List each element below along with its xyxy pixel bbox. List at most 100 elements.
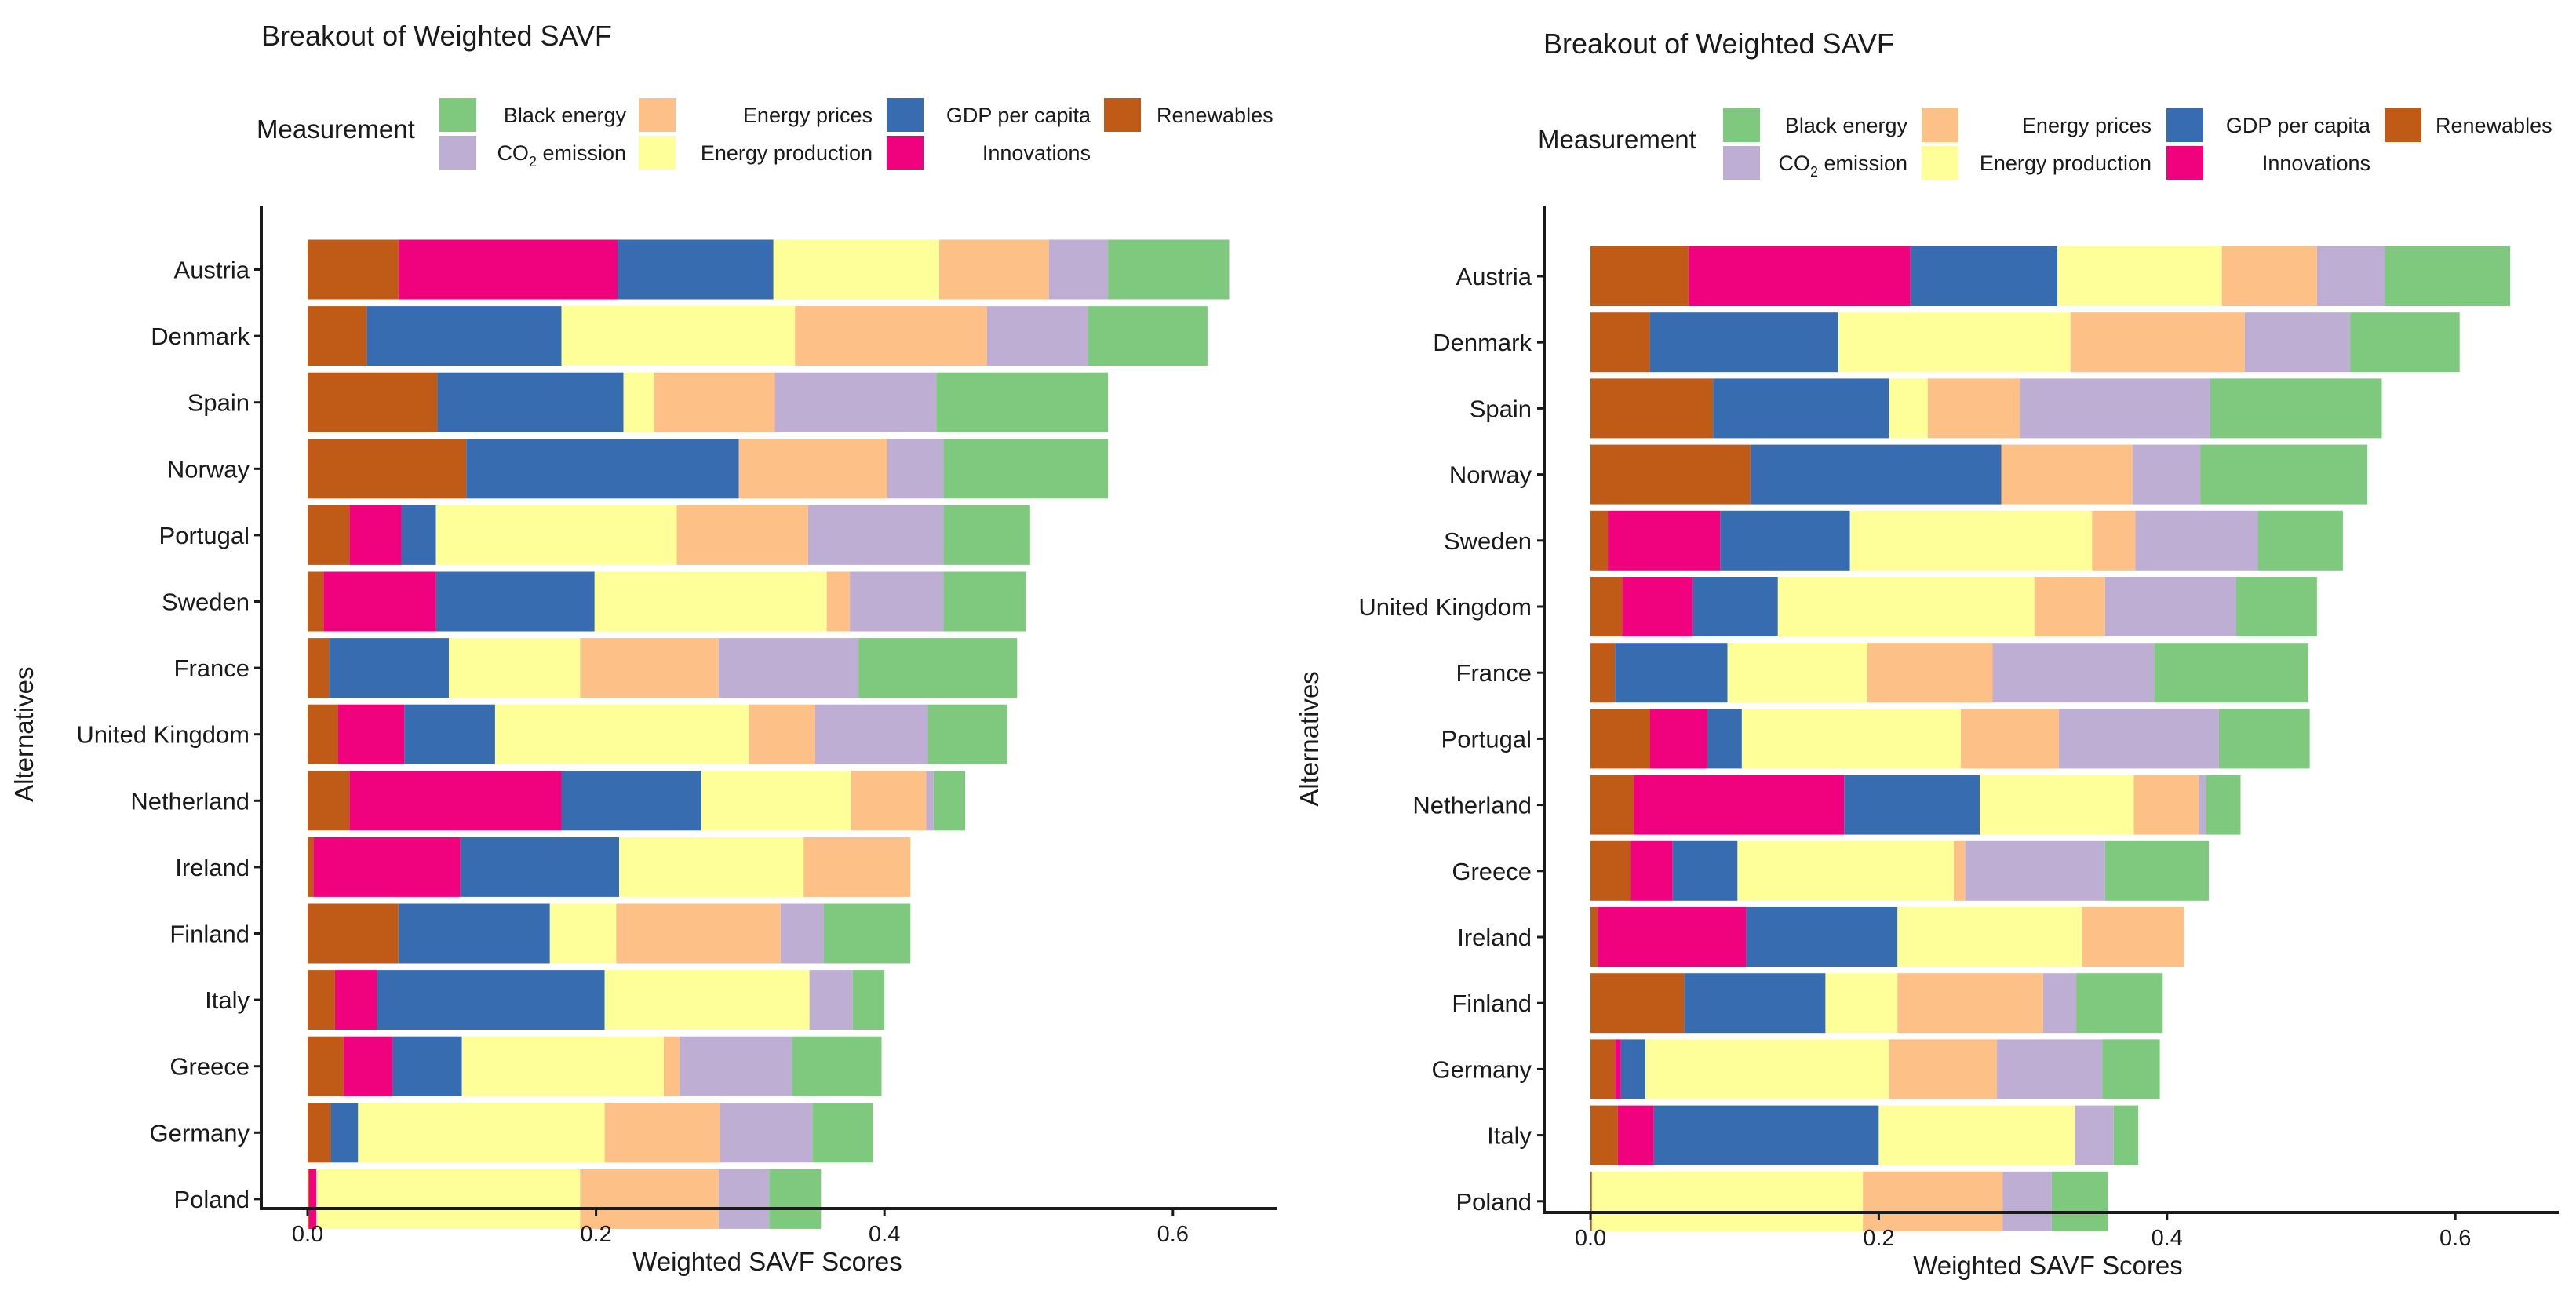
chart-left-bars <box>308 239 1230 1229</box>
chart-right-y-tick-label-austria: Austria <box>1456 263 1532 290</box>
chart-right-bar-spain-energy-prices <box>1927 378 2020 439</box>
chart-right-legend-swatch-co2-emission <box>1723 146 1760 180</box>
chart-right-bar-spain-co2-emission <box>2020 378 2210 439</box>
chart-left-bar-poland-black-energy <box>769 1169 822 1229</box>
chart-right-y-tick-label-netherland: Netherland <box>1412 792 1532 819</box>
chart-right-legend-label-co2-emission: CO2 emission <box>1778 151 1907 180</box>
chart-right-bar-france-co2-emission <box>1992 643 2155 703</box>
chart-left-bar-portugal-gdp-per-capita <box>401 505 436 565</box>
chart-right-x-tick-label-0-0: 0.0 <box>1575 1226 1606 1251</box>
chart-right-bar-germany-black-energy <box>2102 1039 2160 1099</box>
chart-right-bar-ireland-energy-production <box>1897 907 2082 967</box>
chart-left-bar-ireland-energy-prices <box>803 837 911 897</box>
chart-right-bar-poland-energy-production <box>1591 1171 1864 1231</box>
chart-left-bar-united-kingdom-gdp-per-capita <box>404 704 495 764</box>
chart-right-bar-denmark-gdp-per-capita <box>1649 312 1838 373</box>
chart-left-bar-portugal-energy-production <box>435 505 677 565</box>
chart-left-bar-greece-gdp-per-capita <box>392 1036 462 1096</box>
chart-right-bar-portugal-co2-emission <box>2059 709 2219 769</box>
chart-right-bar-finland-energy-production <box>1825 973 1898 1034</box>
chart-left-bar-portugal-black-energy <box>943 505 1030 565</box>
chart-right-bar-netherland-co2-emission <box>2199 775 2206 835</box>
chart-right-bar-norway-energy-prices <box>2001 444 2133 505</box>
chart-left-bar-germany-co2-emission <box>720 1103 813 1163</box>
chart-right-bar-sweden-co2-emission <box>2135 510 2258 571</box>
chart-right-bar-germany-co2-emission <box>1997 1039 2103 1099</box>
chart-left-legend-label-energy-prices: Energy prices <box>743 104 873 127</box>
chart-right-y-tick-label-france: France <box>1456 659 1532 687</box>
chart-left-y-tick-label-austria: Austria <box>174 257 250 284</box>
chart-right-bar-united-kingdom-energy-prices <box>2034 577 2105 636</box>
chart-left-bar-denmark-co2-emission <box>986 306 1088 366</box>
chart-right-bar-italy-innovations <box>1617 1105 1654 1165</box>
chart-left-legend-label-innovations: Innovations <box>982 141 1091 165</box>
chart-left-legend-swatch-energy-production <box>639 136 676 170</box>
chart-right-bar-finland-energy-prices <box>1897 973 2043 1034</box>
chart-left-x-axis-label: Weighted SAVF Scores <box>632 1247 902 1276</box>
chart-left-x-tick-label-0-2: 0.2 <box>580 1222 611 1247</box>
chart-right-bar-denmark-renewables <box>1590 312 1650 373</box>
chart-left-bar-finland-gdp-per-capita <box>398 903 550 964</box>
chart-left-bar-denmark-black-energy <box>1088 306 1208 366</box>
chart-left-legend-label-gdp-per-capita: GDP per capita <box>946 104 1091 127</box>
chart-right-y-tick-label-germany: Germany <box>1432 1056 1532 1083</box>
chart-right-bar-germany-energy-production <box>1645 1039 1889 1099</box>
chart-left-bar-norway-energy-prices <box>738 439 887 499</box>
chart-right-bar-norway-co2-emission <box>2132 444 2201 505</box>
chart-right-bar-austria-co2-emission <box>2316 246 2385 306</box>
chart-left-bar-france-renewables <box>308 638 330 698</box>
chart-right-bar-sweden-energy-production <box>1849 510 2093 571</box>
chart-right-legend-swatch-innovations <box>2166 146 2203 180</box>
chart-right-bar-italy-co2-emission <box>2075 1105 2114 1165</box>
chart-right-legend-label-gdp-per-capita: GDP per capita <box>2226 114 2371 137</box>
chart-left-bar-denmark-gdp-per-capita <box>366 306 562 366</box>
chart-right-bar-portugal-innovations <box>1649 709 1707 769</box>
chart-left-legend-label-co2-emission: CO2 emission <box>497 141 626 170</box>
chart-right-bar-denmark-black-energy <box>2350 312 2460 373</box>
chart-left-bar-united-kingdom-black-energy <box>927 704 1007 764</box>
chart-right-bar-germany-energy-prices <box>1889 1039 1998 1099</box>
chart-left-bar-finland-energy-production <box>549 903 617 964</box>
chart-right-bar-poland-black-energy <box>2051 1171 2108 1231</box>
chart-right-y-tick-label-denmark: Denmark <box>1433 329 1532 356</box>
chart-right-legend-swatch-black-energy <box>1723 108 1760 142</box>
chart-right-bar-austria-energy-production <box>2057 246 2222 306</box>
chart-left-x-tick-label-0-6: 0.6 <box>1157 1222 1189 1247</box>
chart-right-y-tick-label-ireland: Ireland <box>1457 924 1532 951</box>
chart-left-bar-netherland-gdp-per-capita <box>561 771 701 831</box>
chart-left-y-tick-label-greece: Greece <box>169 1053 250 1081</box>
chart-right-bar-portugal-renewables <box>1590 709 1650 769</box>
chart-left-x-tick-label-0-4: 0.4 <box>869 1222 900 1247</box>
chart-left-bar-italy-energy-production <box>604 970 810 1030</box>
chart-right-bar-denmark-energy-production <box>1838 312 2071 373</box>
chart-right-bar-spain-renewables <box>1590 378 1714 439</box>
chart-right-y-tick-label-greece: Greece <box>1452 858 1532 885</box>
chart-left-y-tick-label-italy: Italy <box>205 986 250 1014</box>
chart-left-y-tick-label-poland: Poland <box>173 1186 250 1213</box>
chart-right-legend-label-renewables: Renewables <box>2436 114 2552 137</box>
chart-right-legend-swatch-energy-prices <box>1922 108 1958 142</box>
chart-left-bar-italy-gdp-per-capita <box>377 970 605 1030</box>
chart-right-bar-finland-renewables <box>1590 973 1685 1034</box>
chart-right-bar-austria-black-energy <box>2385 246 2511 306</box>
chart-right-bar-france-gdp-per-capita <box>1615 643 1728 703</box>
chart-right-bar-greece-energy-production <box>1737 840 1954 901</box>
chart-right-bar-denmark-energy-prices <box>2070 312 2245 373</box>
chart-right-bar-spain-gdp-per-capita <box>1713 378 1889 439</box>
chart-left-y-tick-label-ireland: Ireland <box>175 854 250 881</box>
chart-left-bar-france-energy-production <box>449 638 581 698</box>
chart-left-bar-france-co2-emission <box>718 638 859 698</box>
chart-right-bar-germany-renewables <box>1590 1039 1616 1099</box>
chart-right-bar-ireland-renewables <box>1590 907 1598 967</box>
chart-right-bar-netherland-gdp-per-capita <box>1844 775 1980 835</box>
chart-right-bar-greece-gdp-per-capita <box>1672 840 1738 901</box>
chart-left-y-tick-label-finland: Finland <box>169 921 250 948</box>
chart-right-y-tick-label-norway: Norway <box>1449 461 1532 489</box>
chart-right-bar-norway-black-energy <box>2200 444 2368 505</box>
chart-right-bar-ireland-innovations <box>1598 907 1747 967</box>
chart-right-legend-swatch-gdp-per-capita <box>2166 108 2203 142</box>
chart-left-bar-poland-innovations <box>308 1169 317 1229</box>
chart-left-bar-netherland-black-energy <box>933 771 966 831</box>
chart-left-bar-sweden-energy-prices <box>826 571 851 632</box>
chart-right-bar-spain-energy-production <box>1889 378 1928 439</box>
